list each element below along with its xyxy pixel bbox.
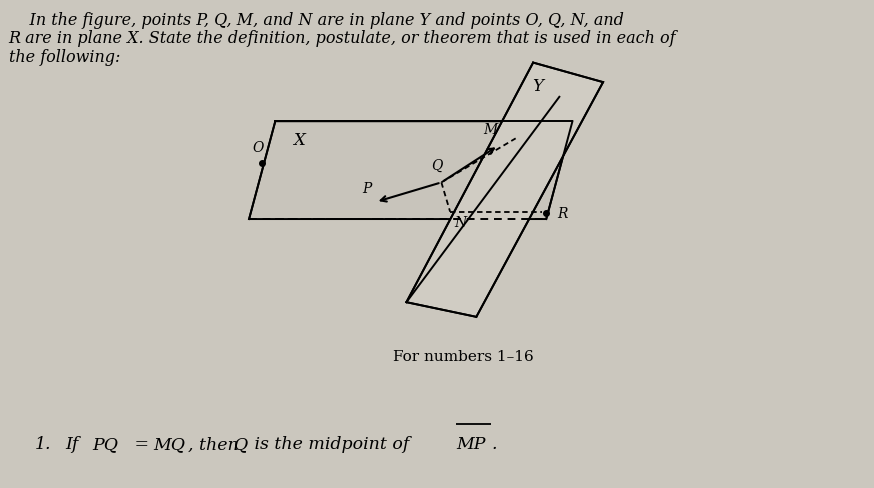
Text: For numbers 1–16: For numbers 1–16 (392, 349, 534, 363)
Text: , then: , then (188, 436, 244, 452)
Text: Q: Q (234, 436, 248, 452)
Text: P: P (362, 181, 371, 195)
Text: .: . (491, 436, 496, 452)
Text: Q: Q (431, 159, 443, 173)
Text: X: X (293, 132, 305, 149)
Text: Y: Y (532, 78, 543, 95)
Text: N: N (454, 216, 467, 230)
Text: MP: MP (456, 436, 486, 452)
Text: M: M (483, 122, 497, 137)
Text: is the midpoint of: is the midpoint of (249, 436, 415, 452)
Text: R are in plane X. State the definition, postulate, or theorem that is used in ea: R are in plane X. State the definition, … (9, 30, 676, 47)
Text: O: O (252, 141, 264, 155)
Text: 1.: 1. (35, 436, 52, 452)
Text: PQ: PQ (92, 436, 118, 452)
Polygon shape (406, 63, 603, 317)
Text: MQ: MQ (153, 436, 185, 452)
Text: =: = (129, 436, 155, 452)
Text: If: If (66, 436, 84, 452)
Text: In the figure, points P, Q, M, and N are in plane Y and points O, Q, N, and: In the figure, points P, Q, M, and N are… (9, 12, 624, 29)
Text: R: R (557, 207, 567, 221)
Polygon shape (249, 122, 572, 220)
Text: the following:: the following: (9, 49, 120, 66)
